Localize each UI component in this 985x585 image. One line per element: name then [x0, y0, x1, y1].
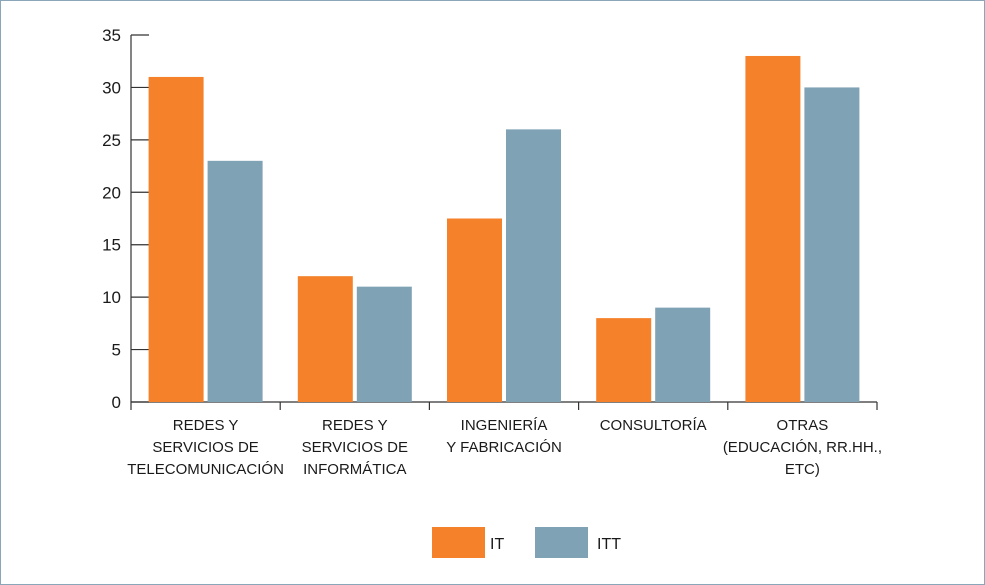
y-tick-label: 5 — [112, 341, 121, 360]
x-axis: REDES Y SERVICIOS DE TELECOMUNICACIÓN REDES… — [127, 401, 882, 478]
bar-it — [297, 276, 353, 402]
legend-label-itt: ITT — [597, 536, 621, 553]
y-tick-label: 10 — [102, 288, 121, 307]
y-tick-label: 25 — [102, 131, 121, 150]
bar-itt — [804, 87, 860, 402]
legend-swatch-itt — [535, 527, 588, 558]
bars — [148, 55, 860, 402]
x-category-label: REDES Y SERVICIOS DE INFORMÁTICA — [302, 417, 408, 478]
bar-itt — [207, 160, 263, 402]
x-category-label: CONSULTORÍA — [600, 417, 707, 434]
bar-itt — [506, 129, 561, 402]
bar-it — [745, 55, 801, 402]
y-tick-label: 30 — [102, 78, 121, 97]
bar-it — [596, 318, 652, 402]
bar-it — [447, 218, 502, 402]
y-tick-label: 0 — [112, 393, 121, 412]
x-category-label: INGENIERÍA Y FABRICACIÓN — [446, 417, 562, 456]
y-axis: 0 5 10 15 20 25 30 35 — [102, 26, 149, 412]
y-tick-label: 15 — [102, 236, 121, 255]
y-tick-label: 35 — [102, 26, 121, 45]
legend-swatch-it — [432, 527, 485, 558]
legend: IT ITT — [432, 527, 621, 558]
legend-label-it: IT — [490, 536, 504, 553]
x-category-label: REDES Y SERVICIOS DE TELECOMUNICACIÓN — [127, 417, 284, 478]
x-category-label: OTRAS (EDUCACIÓN, RR.HH., ETC) — [723, 417, 882, 478]
bar-itt — [356, 286, 412, 402]
y-tick-label: 20 — [102, 183, 121, 202]
bar-it — [148, 76, 204, 402]
bar-itt — [655, 307, 711, 402]
